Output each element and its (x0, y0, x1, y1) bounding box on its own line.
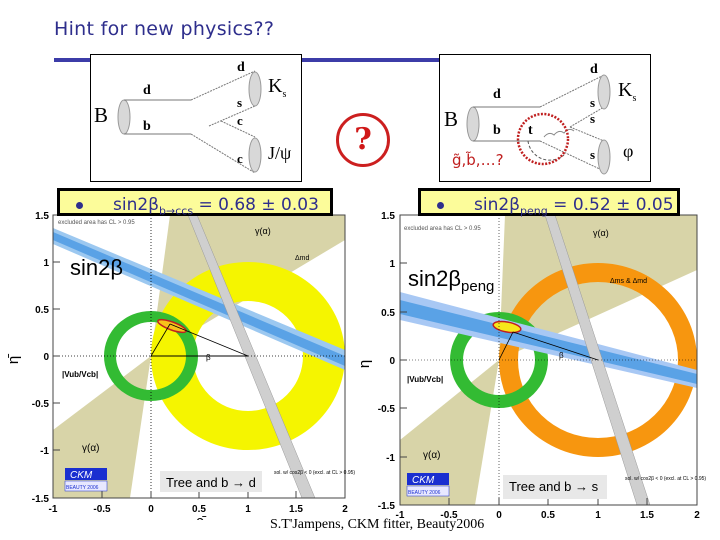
feynman-diagram-b-to-phi-ks: B d b t d s s s Ks φ g̃,b̃,…? (439, 54, 651, 182)
quark-d: d (143, 83, 151, 98)
dmd-label: Δmd (295, 255, 310, 262)
x-tick: 2 (694, 510, 700, 520)
quark-d: d (493, 87, 501, 102)
x-tick: -0.5 (93, 504, 111, 515)
svg-text:CKM: CKM (70, 470, 93, 481)
slide-title: Hint for new physics?? (54, 18, 275, 40)
ckmfitter-logo: CKM BEAUTY 2006 (406, 473, 450, 497)
formula-sin2beta-peng: sin2βpeng = 0.52 ± 0.05 (418, 188, 680, 217)
sin2beta-peng-value: 0.52 ± 0.05 (572, 195, 674, 215)
question-mark-icon: ? (336, 113, 390, 167)
x-tick: 0.5 (541, 510, 555, 520)
svg-text:BEAUTY 2006: BEAUTY 2006 (408, 490, 441, 496)
credit-text: S.T'Jampens, CKM fitter, Beauty2006 (270, 517, 485, 532)
quark-t: t (528, 123, 533, 138)
svg-text:CKM: CKM (412, 475, 435, 486)
bullet-icon (76, 201, 83, 209)
quark-s-out: s (237, 95, 243, 110)
y-tick: -1.5 (378, 501, 396, 512)
vub-vcb-label: |Vub/Vcb| (62, 370, 98, 379)
gamma-alpha-label: γ(α) (593, 228, 609, 238)
quark-s-out-3: s (590, 147, 596, 162)
y-tick: 0.5 (381, 308, 395, 319)
gamma-alpha-label-2: γ(α) (423, 450, 440, 461)
quark-c-out: c (237, 113, 243, 128)
title-underline (54, 58, 646, 62)
meson-label: B (94, 103, 109, 127)
excluded-area-note: excluded area has CL > 0.95 (58, 220, 135, 226)
gamma-alpha-label-2: γ(α) (82, 443, 99, 454)
excluded-area-note: excluded area has CL > 0.95 (404, 226, 481, 232)
tree-label: Tree and b → s (509, 479, 599, 494)
y-tick: -1.5 (32, 494, 50, 505)
ckmfitter-logo: CKM BEAUTY 2006 (64, 468, 108, 492)
y-axis-label: η̄ (5, 354, 22, 364)
y-tick: 0.5 (35, 305, 49, 316)
meson-label: B (444, 107, 459, 131)
x-tick: 0.5 (192, 504, 206, 515)
y-tick: 1.5 (381, 211, 395, 222)
beta-label: β (559, 351, 564, 360)
y-tick: 0 (389, 356, 395, 367)
quark-b: b (493, 123, 501, 138)
beta-label: β (206, 353, 211, 362)
quark-c-out-2: c (237, 151, 243, 166)
new-physics-label: g̃,b̃,…? (452, 151, 504, 169)
quark-d-out: d (590, 62, 598, 77)
quark-d-out: d (237, 60, 245, 75)
x-tick: 1 (595, 510, 601, 520)
feynman-diagram-b-to-jpsi-ks: B d b d s c c Ks J/ψ (90, 54, 302, 182)
y-tick: 1 (43, 258, 49, 269)
x-tick: -0.5 (440, 510, 458, 520)
ckm-plot-tree-b-to-s: 1.5 1 0.5 0 -0.5 -1 -1.5 -1 -0.5 0 0.5 1… (355, 200, 720, 536)
x-tick: 1 (245, 504, 251, 515)
ckm-plot-tree-b-to-d: 1.5 1 0.5 0 -0.5 -1 -1.5 -1 -0.5 0 0.5 1… (0, 200, 360, 530)
dms-dmd-label: Δms & Δmd (610, 278, 647, 285)
bullet-icon (437, 201, 444, 209)
quark-b: b (143, 119, 151, 134)
y-axis-label: η (356, 360, 373, 368)
product-ks: Ks (268, 75, 287, 100)
x-tick: 1.5 (640, 510, 654, 520)
big-sin2beta-label: sin2β (70, 255, 123, 280)
y-tick: 1.5 (35, 211, 49, 222)
cos2beta-note: sol. w/ cos2β < 0 (excl. at CL > 0.95) (274, 470, 355, 476)
vub-vcb-label: |Vub/Vcb| (407, 375, 443, 384)
big-sin2beta-peng-label: sin2βpeng (408, 266, 494, 295)
product-ks: Ks (618, 79, 637, 104)
formula-sin2beta-ccs: sin2βb→ccs = 0.68 ± 0.03 (57, 188, 333, 217)
x-tick: 2 (342, 504, 348, 515)
gamma-alpha-label: γ(α) (255, 226, 271, 236)
y-tick: -1 (386, 453, 395, 464)
tree-label: Tree and b → d (166, 475, 256, 490)
y-tick: -0.5 (32, 399, 50, 410)
quark-s-out: s (590, 95, 596, 110)
quark-s-out-2: s (590, 111, 596, 126)
x-tick: -1 (49, 504, 58, 515)
y-tick: -0.5 (378, 404, 396, 415)
product-phi: φ (623, 141, 634, 161)
y-tick: -1 (40, 446, 49, 457)
sin2beta-ccs-value: 0.68 ± 0.03 (218, 195, 319, 215)
y-tick: 1 (389, 259, 395, 270)
svg-text:BEAUTY 2006: BEAUTY 2006 (66, 485, 99, 491)
product-jpsi: J/ψ (268, 143, 292, 163)
x-tick: 1.5 (289, 504, 303, 515)
x-tick: -1 (396, 510, 405, 520)
y-tick: 0 (43, 352, 49, 363)
cos2beta-note: sol. w/ cos2β < 0 (excl. at CL > 0.95) (625, 476, 706, 482)
x-tick: 0 (496, 510, 502, 520)
x-tick: 0 (148, 504, 154, 515)
